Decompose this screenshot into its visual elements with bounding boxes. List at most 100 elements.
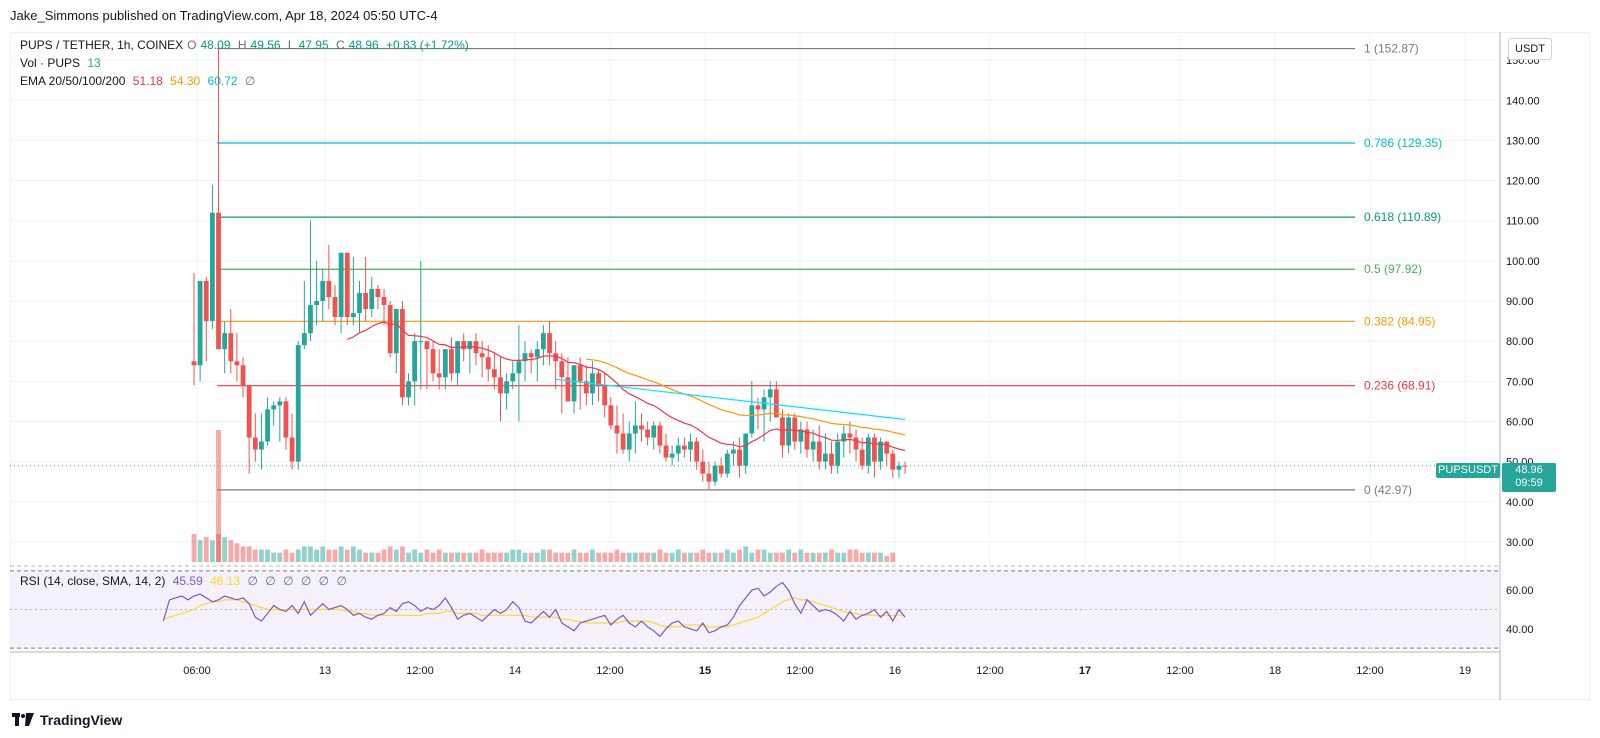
symbol-name[interactable]: PUPS / TETHER, 1h, COINEX [20, 38, 184, 52]
candle-body [197, 280, 203, 366]
volume-bar [645, 552, 651, 562]
candle [872, 433, 877, 478]
candle [271, 401, 277, 426]
candle-body [265, 409, 270, 442]
volume-bar [749, 552, 755, 562]
candle [602, 373, 608, 418]
candle-body [755, 405, 761, 410]
candle [498, 357, 503, 422]
volume-bar [675, 549, 681, 562]
candle-body [669, 453, 675, 458]
volume-bar [822, 552, 828, 562]
last-price-value: 48.96 [1515, 464, 1543, 476]
open-label: O [187, 38, 197, 52]
candle-body [841, 433, 847, 442]
volume-bar [522, 552, 528, 562]
x-tick-label: 06:00 [183, 665, 211, 677]
volume-bar [461, 552, 467, 562]
volume-bar [577, 552, 583, 562]
volume-bar [829, 549, 834, 562]
volume-bar [344, 549, 350, 562]
volume-bar [191, 534, 197, 562]
ema50-line [586, 358, 906, 436]
candle-body [663, 445, 669, 458]
y-tick-label: 90.00 [1506, 296, 1534, 308]
candle-body [424, 341, 430, 350]
candle [749, 381, 755, 438]
candle-body [632, 425, 638, 434]
candle-body [798, 429, 804, 442]
volume-bar [663, 552, 669, 562]
candle-body [620, 433, 626, 450]
open-value: 48.09 [200, 38, 231, 52]
volume-bar [890, 552, 896, 562]
volume-bar [252, 549, 258, 562]
volume-bar [455, 552, 460, 562]
ema100-line [555, 378, 906, 421]
volume-bar [859, 552, 865, 562]
candle-body [773, 389, 779, 418]
volume-bar [700, 549, 706, 562]
candle-body [504, 381, 510, 394]
candle [485, 345, 491, 382]
candle-body [216, 212, 221, 350]
candle [191, 272, 197, 386]
candle [688, 433, 693, 462]
volume-bar [682, 552, 687, 562]
candle-body [283, 401, 289, 438]
ema100-value: 60.72 [207, 74, 238, 88]
volume-bar [350, 546, 356, 562]
candle-body [338, 252, 344, 318]
x-tick-label: 14 [509, 665, 521, 677]
footer-brand[interactable]: TradingView [12, 712, 122, 728]
candle [228, 309, 234, 374]
candle [865, 433, 871, 474]
fib-level-label: 0.5 (97.92) [1364, 262, 1422, 276]
volume-bar [283, 549, 289, 562]
volume-bar [430, 552, 436, 562]
candle [890, 449, 896, 478]
candle-body [357, 292, 362, 314]
rsi-tick-label: 60.00 [1506, 585, 1534, 597]
volume-bar [792, 552, 798, 562]
candle [516, 325, 522, 422]
volume-bar [737, 549, 742, 562]
ema-label: EMA 20/50/100/200 [20, 74, 126, 88]
candle-body [442, 349, 448, 378]
volume-bar [436, 549, 442, 562]
currency-unit-button[interactable]: USDT [1508, 38, 1552, 60]
candle [626, 421, 632, 462]
x-tick-label: 13 [319, 665, 331, 677]
candle-body [240, 365, 246, 386]
chart-canvas[interactable]: 30.0040.0050.0060.0070.0080.0090.00100.0… [9, 31, 1591, 701]
volume-bar [878, 552, 883, 562]
volume-bar [332, 549, 338, 562]
candle [639, 413, 644, 442]
volume-bar [203, 537, 209, 562]
volume-bar [632, 552, 638, 562]
candle-body [498, 377, 503, 394]
volume-bar [498, 552, 503, 562]
volume-bar [528, 552, 534, 562]
candle-body [461, 341, 467, 350]
candle [289, 413, 295, 470]
candle-body [295, 345, 301, 462]
volume-bar [301, 546, 307, 562]
volume-bar [412, 549, 418, 562]
rsi-label: RSI (14, close, SMA, 14, 2) [20, 574, 166, 588]
rsi-legend[interactable]: RSI (14, close, SMA, 14, 2) 45.59 46.13 … [20, 574, 351, 588]
candle-body [816, 441, 822, 462]
volume-legend[interactable]: Vol · PUPS 13 [20, 56, 105, 70]
candle [436, 349, 442, 390]
candle-body [902, 465, 908, 467]
chart-frame[interactable]: 30.0040.0050.0060.0070.0080.0090.00100.0… [9, 31, 1591, 701]
x-tick-label: 18 [1269, 665, 1281, 677]
candle [541, 325, 546, 366]
volume-bar-spike [216, 430, 221, 562]
volume-bar [553, 552, 559, 562]
candle [350, 256, 356, 326]
ema-legend[interactable]: EMA 20/50/100/200 51.18 54.30 60.72 ∅ [20, 74, 259, 88]
x-tick-label: 16 [889, 665, 901, 677]
candle-body [651, 425, 657, 438]
candle-body [406, 381, 411, 398]
